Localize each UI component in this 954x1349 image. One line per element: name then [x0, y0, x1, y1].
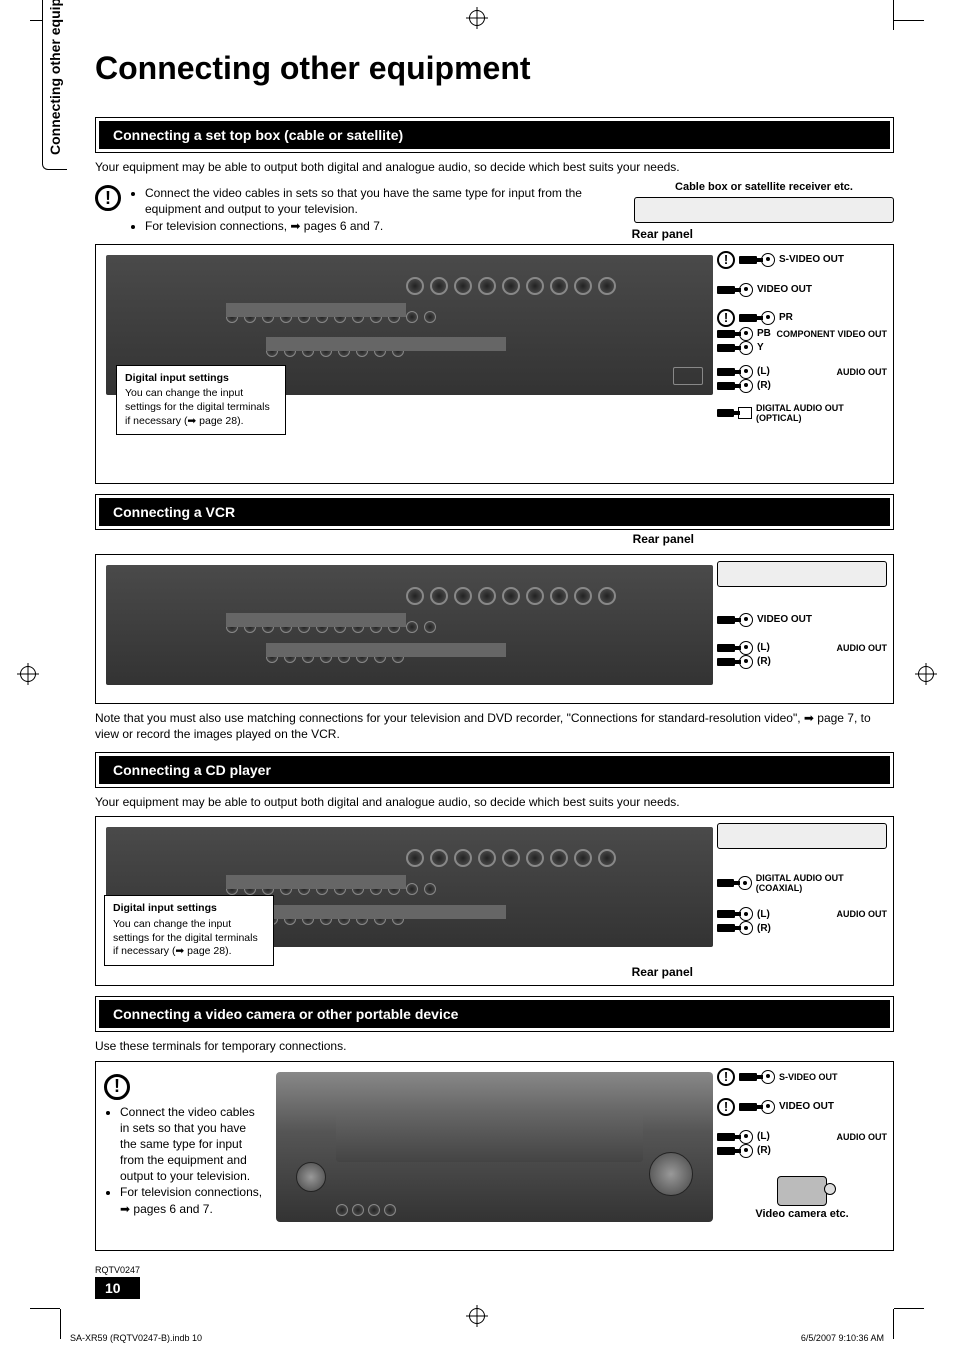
- note-digital-input: Digital input settings You can change th…: [116, 365, 286, 436]
- label-r: (R): [757, 923, 771, 934]
- label-optical: DIGITAL AUDIO OUT (OPTICAL): [756, 403, 887, 423]
- section-heading-camera: Connecting a video camera or other porta…: [99, 1000, 890, 1028]
- diagram-settop: Rear panel Digital input settings You ca…: [95, 244, 894, 484]
- doc-id: RQTV0247: [95, 1265, 140, 1275]
- bullet: Connect the video cables in sets so that…: [120, 1104, 264, 1185]
- bullet: For television connections, ➡ pages 6 an…: [120, 1184, 264, 1216]
- page-number: 10: [95, 1277, 140, 1299]
- label-audio-group: AUDIO OUT: [837, 909, 888, 919]
- section-cd: Connecting a CD player: [95, 752, 894, 788]
- label-component-group: COMPONENT VIDEO OUT: [776, 329, 887, 339]
- label-audio-group: AUDIO OUT: [837, 643, 888, 653]
- print-footer: SA-XR59 (RQTV0247-B).indb 10 6/5/2007 9:…: [70, 1333, 884, 1343]
- label-pr: PR: [779, 312, 793, 323]
- label-r: (R): [757, 656, 771, 667]
- footer-right: 6/5/2007 9:10:36 AM: [801, 1333, 884, 1343]
- label-audio-group: AUDIO OUT: [837, 1132, 888, 1142]
- section-heading-vcr: Connecting a VCR: [99, 498, 890, 526]
- diagram-vcr: VCR VIDEO OUT (L)AUDIO OUT (R): [95, 554, 894, 704]
- camera-bullets: Connect the video cables in sets so that…: [104, 1104, 264, 1217]
- side-tabs: ENGLISH Connecting other equipment: [42, 0, 67, 170]
- output-labels-settop: ! S-VIDEO OUT VIDEO OUT ! PR PB COMPONENT V…: [717, 251, 887, 477]
- info-icon: !: [717, 309, 735, 327]
- note-title: Digital input settings: [113, 902, 265, 916]
- note-body: You can change the input settings for th…: [125, 387, 277, 428]
- settop-intro: Your equipment may be able to output bot…: [95, 159, 894, 175]
- note-title: Digital input settings: [125, 372, 277, 386]
- label-video: VIDEO OUT: [779, 1101, 834, 1112]
- label-y: Y: [757, 342, 764, 353]
- section-vcr: Connecting a VCR: [95, 494, 894, 530]
- rear-panel: [106, 565, 713, 685]
- output-labels-vcr: VCR VIDEO OUT (L)AUDIO OUT (R): [717, 561, 887, 697]
- bullet: For television connections, ➡ pages 6 an…: [145, 218, 614, 234]
- device-title-camera: Video camera etc.: [717, 1208, 887, 1220]
- info-icon: !: [95, 185, 121, 211]
- section-settop: Connecting a set top box (cable or satel…: [95, 117, 894, 153]
- section-camera: Connecting a video camera or other porta…: [95, 996, 894, 1032]
- label-r: (R): [757, 380, 771, 391]
- rear-panel-label: Rear panel: [632, 965, 693, 979]
- label-svideo: S-VIDEO OUT: [779, 254, 844, 265]
- rear-panel-label: Rear panel: [633, 532, 694, 546]
- section-heading-settop: Connecting a set top box (cable or satel…: [99, 121, 890, 149]
- info-icon: !: [717, 1068, 735, 1086]
- label-l: (L): [757, 366, 770, 377]
- settop-bullets: Connect the video cables in sets so that…: [129, 185, 614, 234]
- label-l: (L): [757, 642, 770, 653]
- output-labels-cd: CD Player DIGITAL AUDIO OUT (COAXIAL) (L…: [717, 823, 887, 979]
- label-video: VIDEO OUT: [757, 614, 812, 625]
- note-digital-input: Digital input settings You can change th…: [104, 895, 274, 966]
- device-box-vcr: [717, 561, 887, 587]
- front-panel: [276, 1072, 713, 1222]
- side-tab-section: Connecting other equipment: [42, 0, 67, 170]
- label-coax: DIGITAL AUDIO OUT (COAXIAL): [756, 873, 887, 893]
- info-icon: !: [717, 1098, 735, 1116]
- page-footer: RQTV0247 10: [95, 1265, 894, 1299]
- cd-intro: Your equipment may be able to output bot…: [95, 794, 894, 810]
- label-video: VIDEO OUT: [757, 284, 812, 295]
- label-r: (R): [757, 1145, 771, 1156]
- label-l: (L): [757, 909, 770, 920]
- diagram-camera: ! Connect the video cables in sets so th…: [95, 1061, 894, 1251]
- info-icon: !: [717, 251, 735, 269]
- label-pb: PB: [757, 328, 771, 339]
- section-heading-cd: Connecting a CD player: [99, 756, 890, 784]
- label-audio-group: AUDIO OUT: [837, 367, 888, 377]
- vcr-footnote: Note that you must also use matching con…: [95, 710, 894, 742]
- bullet: Connect the video cables in sets so that…: [145, 185, 614, 217]
- footer-left: SA-XR59 (RQTV0247-B).indb 10: [70, 1333, 202, 1343]
- device-title-settop: Cable box or satellite receiver etc.: [634, 181, 894, 193]
- diagram-cd: Digital input settings You can change th…: [95, 816, 894, 986]
- rear-panel-label: Rear panel: [632, 227, 693, 241]
- camera-intro: Use these terminals for temporary connec…: [95, 1038, 894, 1054]
- label-l: (L): [757, 1131, 770, 1142]
- label-svideo: S-VIDEO OUT: [779, 1072, 838, 1082]
- page-title: Connecting other equipment: [95, 50, 894, 87]
- device-box-cd: [717, 823, 887, 849]
- device-box-cablebox: [634, 197, 894, 223]
- output-labels-camera: ! S-VIDEO OUT ! VIDEO OUT (L) AUDIO OUT (R)…: [717, 1068, 887, 1244]
- note-body: You can change the input settings for th…: [113, 918, 265, 959]
- info-icon: !: [104, 1074, 130, 1100]
